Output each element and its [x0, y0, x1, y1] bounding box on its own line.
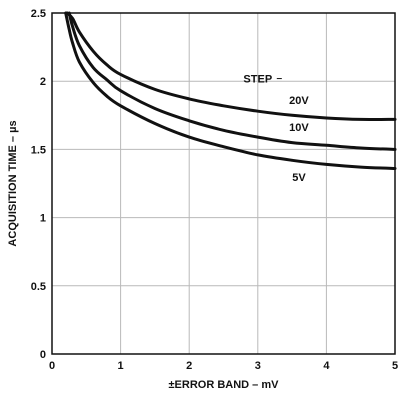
- x-tick-label: 1: [118, 360, 124, 372]
- x-tick-label: 3: [255, 360, 261, 372]
- tick-labels: 0 1 2 3 4 5 0 0.5 1 1.5 2 2.5: [31, 8, 398, 372]
- y-tick-label: 2: [40, 76, 46, 88]
- legend-title: STEP: [243, 74, 272, 86]
- series-line-20V: [65, 11, 397, 121]
- y-tick-label: 2.5: [31, 8, 46, 20]
- x-tick-label: 4: [323, 360, 330, 372]
- y-axis-title: ACQUISITION TIME – µs: [7, 120, 19, 246]
- x-axis-title: ±ERROR BAND – mV: [169, 379, 280, 391]
- series-line-5V: [64, 11, 397, 170]
- y-tick-label: 1.5: [31, 144, 46, 156]
- plot-frame: [51, 12, 396, 355]
- x-tick-label: 5: [392, 360, 398, 372]
- series-label-20V: 20V: [289, 95, 309, 107]
- y-tick-label: 1: [40, 213, 46, 225]
- x-tick-label: 2: [186, 360, 192, 372]
- series-label-5V: 5V: [292, 172, 306, 184]
- series-label-10V: 10V: [289, 122, 309, 134]
- grid: [51, 12, 396, 355]
- series-group: 20V 10V 5V: [64, 11, 397, 184]
- y-tick-label: 0: [40, 349, 46, 361]
- y-tick-label: 0.5: [31, 281, 46, 293]
- x-tick-label: 0: [49, 360, 55, 372]
- series-line-10V: [67, 11, 397, 151]
